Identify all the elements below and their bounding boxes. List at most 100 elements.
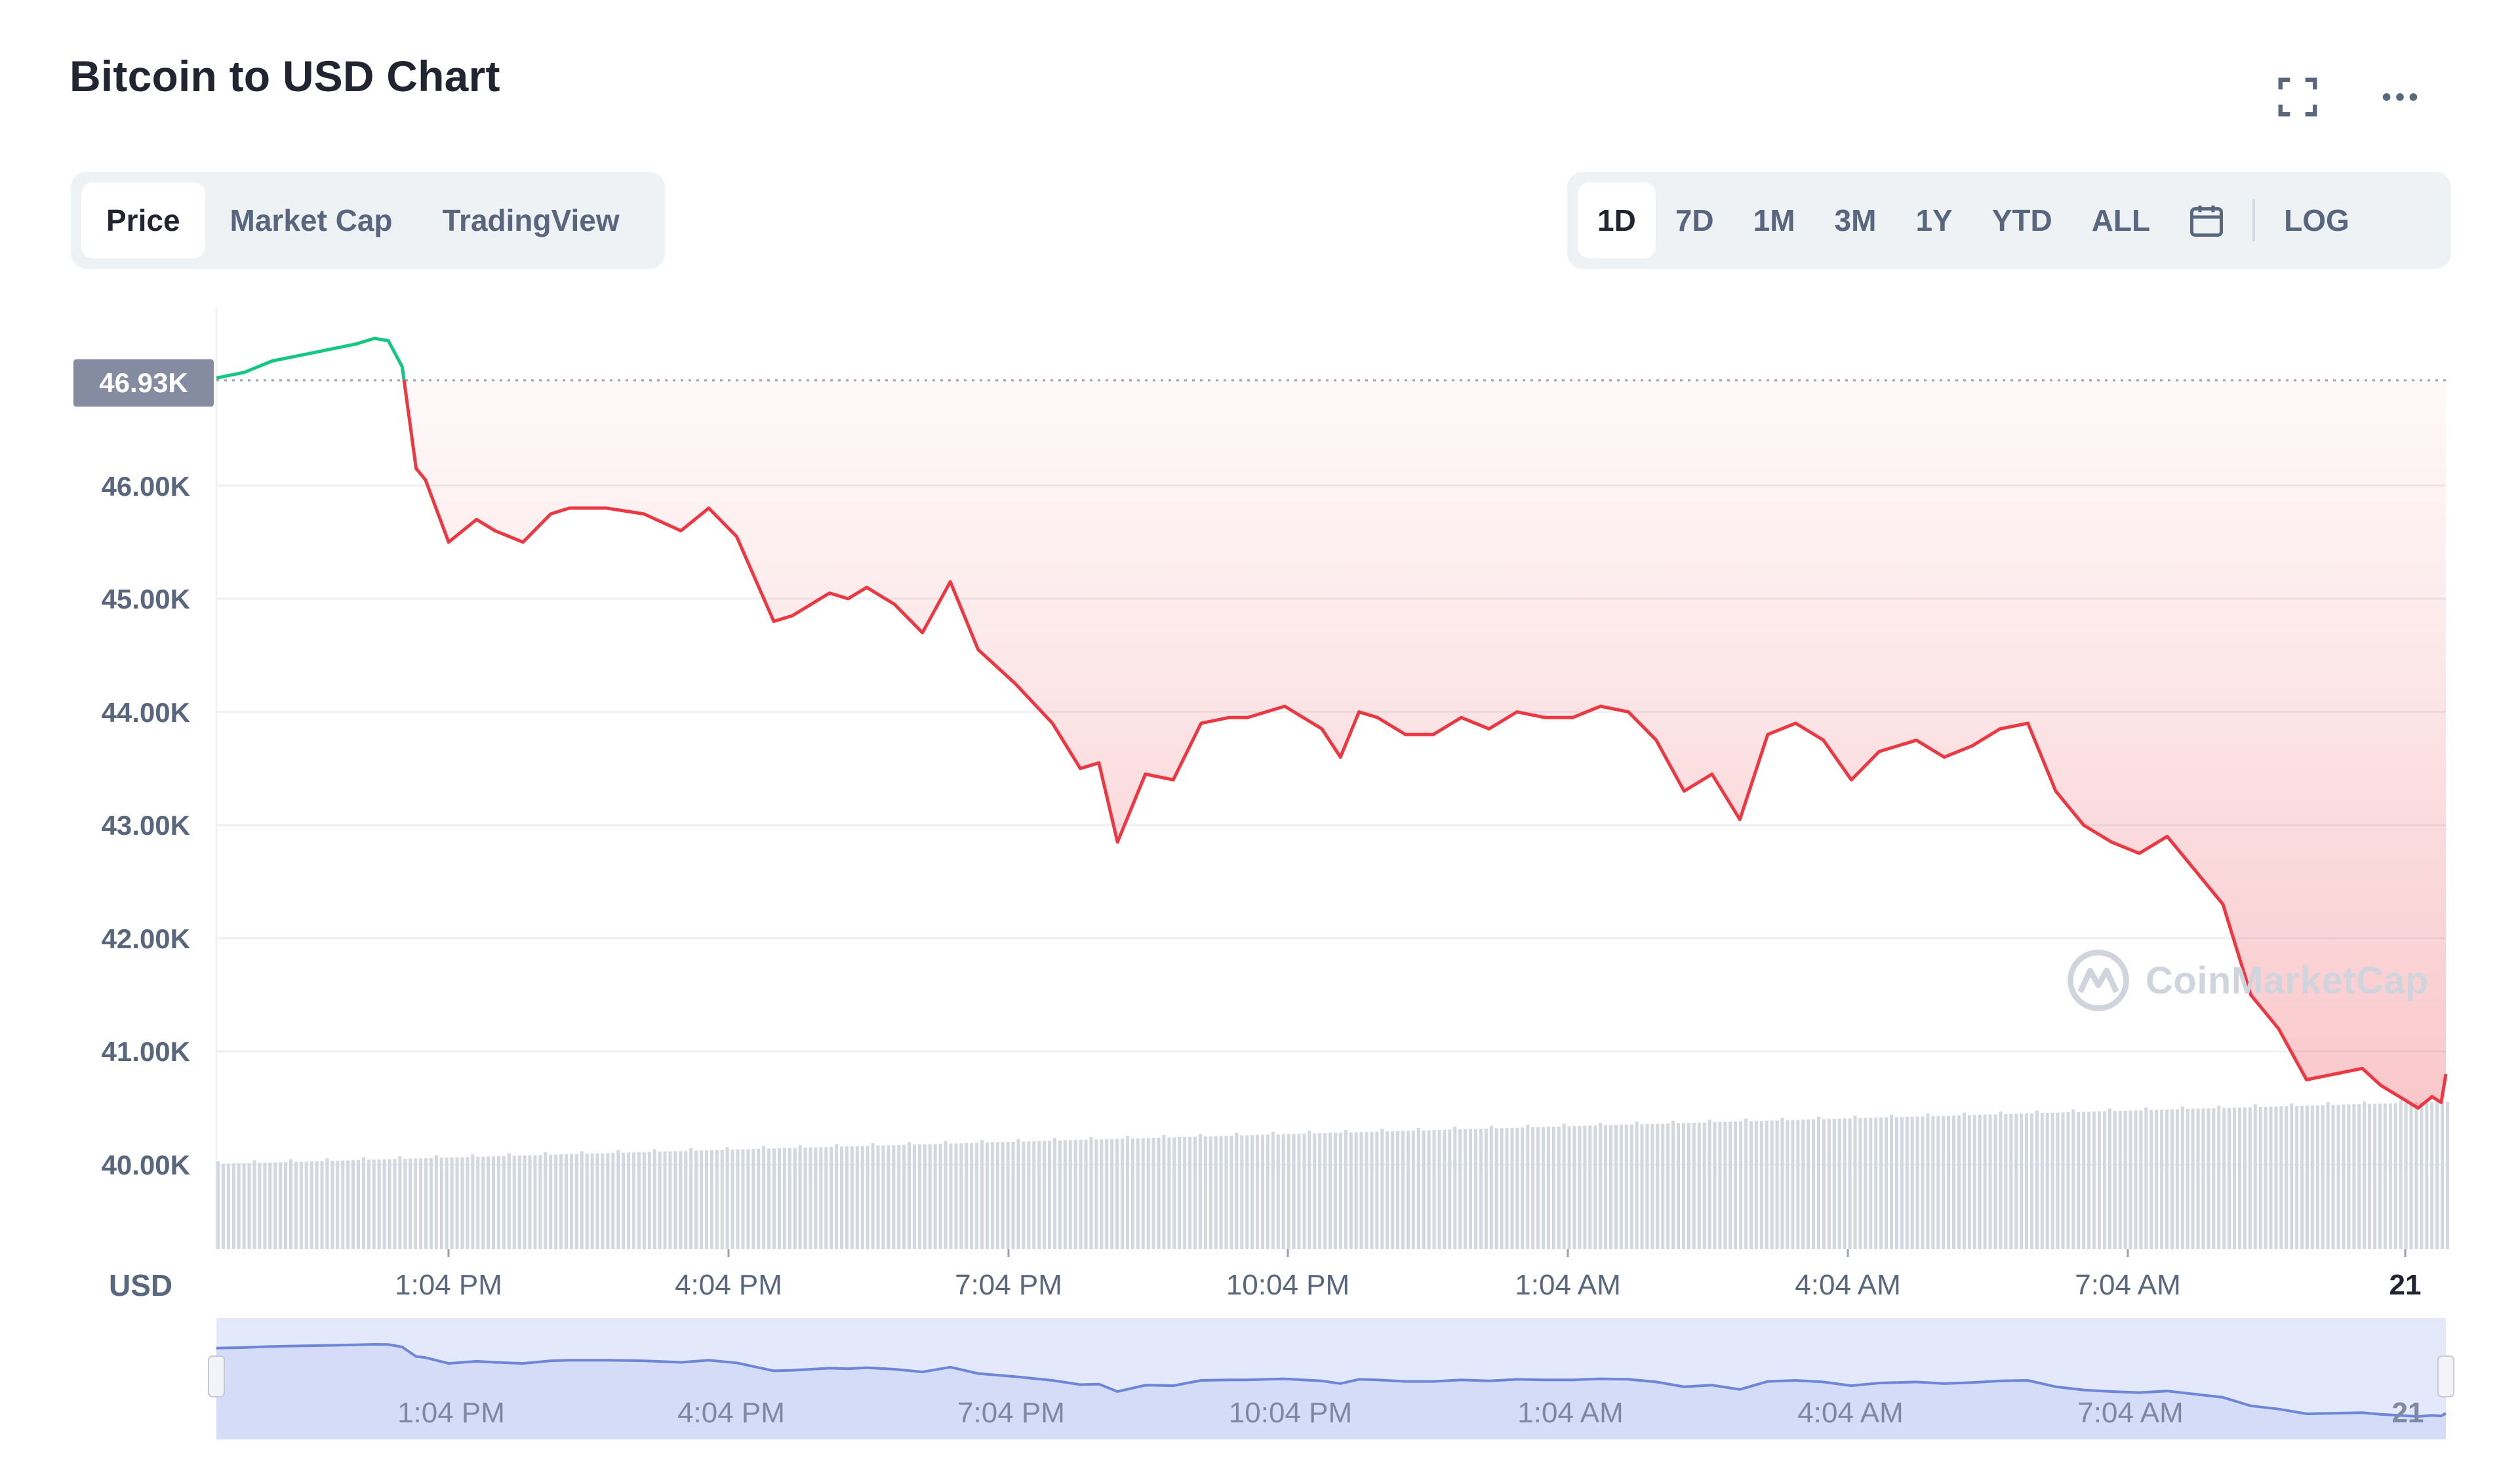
volume-bar bbox=[1619, 1125, 1623, 1249]
volume-bar bbox=[429, 1157, 433, 1249]
price-line-down bbox=[402, 380, 2448, 1110]
volume-bar bbox=[1401, 1131, 1405, 1249]
tab-price[interactable]: Price bbox=[81, 182, 205, 258]
volume-bar bbox=[1921, 1116, 1925, 1249]
volume-bar bbox=[923, 1144, 927, 1249]
volume-bar bbox=[330, 1161, 334, 1249]
log-scale-button[interactable]: LOG bbox=[2284, 203, 2349, 237]
volume-bar bbox=[1281, 1134, 1285, 1249]
volume-bar bbox=[1999, 1112, 2003, 1249]
more-horizontal-icon[interactable] bbox=[2374, 71, 2426, 123]
volume-bar bbox=[2050, 1112, 2054, 1249]
tab-market-cap[interactable]: Market Cap bbox=[230, 203, 393, 237]
volume-bar bbox=[1931, 1115, 1935, 1249]
volume-bar bbox=[959, 1143, 963, 1249]
volume-bar bbox=[1526, 1125, 1530, 1249]
volume-bar bbox=[1765, 1121, 1769, 1249]
volume-bar bbox=[1749, 1121, 1753, 1249]
volume-bar bbox=[1604, 1125, 1608, 1249]
volume-bar bbox=[2393, 1103, 2397, 1249]
volume-bar bbox=[294, 1161, 298, 1249]
volume-bar bbox=[1318, 1133, 1322, 1249]
volume-bar bbox=[2035, 1110, 2039, 1249]
volume-bar bbox=[507, 1153, 511, 1249]
volume-bar bbox=[2118, 1110, 2122, 1249]
expand-icon[interactable] bbox=[2271, 71, 2324, 123]
volume-bar bbox=[637, 1152, 641, 1249]
volume-bar bbox=[2097, 1111, 2101, 1249]
volume-bar bbox=[1136, 1138, 1140, 1249]
volume-bar bbox=[1094, 1139, 1098, 1249]
volume-bar bbox=[393, 1159, 397, 1249]
y-tick-label: 44.00K bbox=[101, 697, 190, 728]
volume-bar bbox=[1832, 1119, 1836, 1249]
range-1y[interactable]: 1Y bbox=[1915, 203, 1953, 237]
volume-bar bbox=[523, 1155, 527, 1249]
volume-bar bbox=[1640, 1124, 1644, 1249]
volume-bar bbox=[289, 1159, 292, 1249]
calendar-icon[interactable] bbox=[2170, 182, 2243, 258]
volume-bar bbox=[1629, 1124, 1633, 1249]
volume-bar bbox=[1063, 1140, 1067, 1249]
volume-bar bbox=[1515, 1127, 1519, 1249]
volume-bar bbox=[2066, 1112, 2070, 1249]
volume-bar bbox=[1551, 1127, 1555, 1249]
volume-bar bbox=[559, 1154, 563, 1249]
volume-bar bbox=[2139, 1110, 2143, 1249]
volume-bar bbox=[471, 1154, 475, 1249]
volume-bar bbox=[1609, 1125, 1613, 1249]
volume-bar bbox=[336, 1160, 340, 1249]
volume-bar bbox=[642, 1152, 646, 1249]
volume-bar bbox=[1219, 1136, 1223, 1249]
volume-bar bbox=[1562, 1123, 1566, 1249]
range-1d[interactable]: 1D bbox=[1578, 182, 1656, 258]
volume-bar bbox=[1448, 1129, 1452, 1249]
volume-bar bbox=[793, 1148, 797, 1249]
volume-bar bbox=[409, 1158, 412, 1249]
volume-bar bbox=[1894, 1117, 1898, 1249]
volume-bar bbox=[1505, 1128, 1509, 1249]
volume-bar bbox=[700, 1150, 704, 1249]
volume-bar bbox=[902, 1144, 906, 1249]
volume-bar bbox=[881, 1145, 885, 1249]
volume-bar bbox=[1510, 1127, 1514, 1249]
volume-bar bbox=[824, 1147, 828, 1249]
range-all[interactable]: ALL bbox=[2091, 203, 2151, 237]
volume-bar bbox=[1354, 1132, 1358, 1249]
navigator-handle-left[interactable] bbox=[208, 1355, 225, 1397]
volume-bar bbox=[273, 1162, 277, 1249]
volume-bar bbox=[1037, 1141, 1041, 1249]
volume-bar bbox=[970, 1142, 974, 1249]
volume-bar bbox=[1084, 1140, 1088, 1249]
volume-bar bbox=[2087, 1112, 2091, 1249]
volume-bar bbox=[2160, 1110, 2164, 1249]
volume-bar bbox=[1759, 1121, 1763, 1249]
x-tick-label: 7:04 PM bbox=[955, 1269, 1062, 1301]
navigator-tick-label: 4:04 PM bbox=[677, 1397, 785, 1429]
volume-bar bbox=[403, 1159, 407, 1249]
volume-bar bbox=[346, 1160, 350, 1249]
tab-tradingview[interactable]: TradingView bbox=[442, 203, 620, 237]
volume-bar bbox=[1885, 1117, 1888, 1249]
volume-bar bbox=[1874, 1117, 1878, 1249]
volume-bar bbox=[1791, 1119, 1795, 1249]
volume-bar bbox=[1572, 1126, 1576, 1249]
volume-bar bbox=[1837, 1118, 1841, 1249]
range-7d[interactable]: 7D bbox=[1675, 203, 1714, 237]
range-1m[interactable]: 1M bbox=[1753, 203, 1795, 237]
navigator-handle-right[interactable] bbox=[2437, 1355, 2454, 1397]
volume-bar bbox=[1905, 1117, 1909, 1249]
volume-bar bbox=[517, 1155, 521, 1249]
volume-bar bbox=[1729, 1121, 1732, 1249]
chart-type-tabs: Price Market Cap TradingView bbox=[71, 172, 665, 269]
range-ytd[interactable]: YTD bbox=[1991, 203, 2052, 237]
volume-bar bbox=[1271, 1132, 1275, 1249]
volume-bar bbox=[1796, 1119, 1800, 1249]
volume-bar bbox=[2274, 1106, 2278, 1249]
volume-bar bbox=[1681, 1123, 1685, 1249]
volume-bar bbox=[1697, 1122, 1701, 1249]
volume-bar bbox=[1926, 1113, 1930, 1249]
volume-bar bbox=[1276, 1134, 1280, 1249]
range-3m[interactable]: 3M bbox=[1834, 203, 1877, 237]
